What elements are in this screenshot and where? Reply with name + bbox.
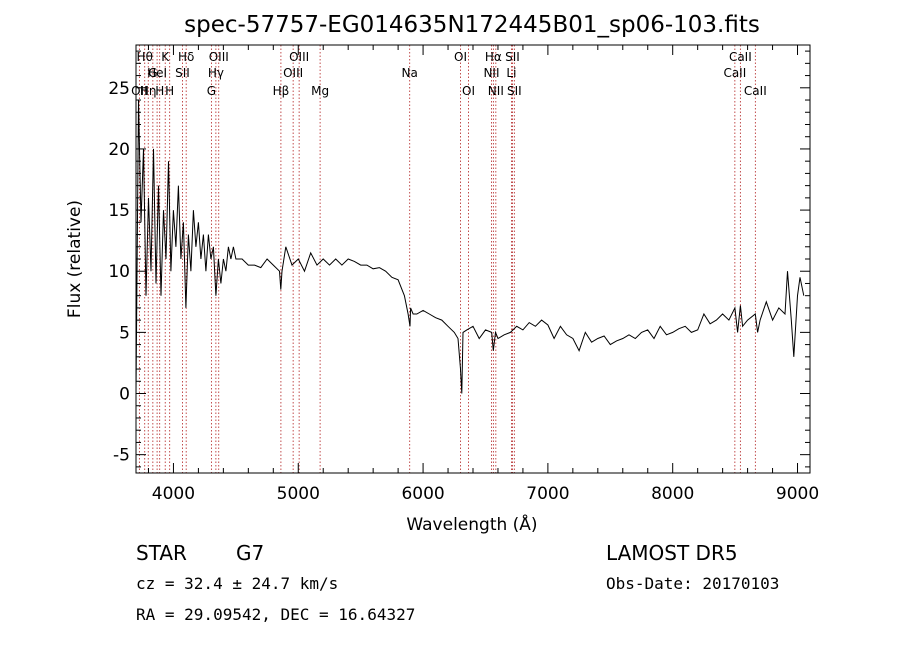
line-marker-label: G (148, 66, 157, 80)
line-marker-label: SII (507, 84, 522, 98)
y-tick-label: 0 (119, 385, 130, 405)
x-tick-label: 6000 (401, 484, 444, 504)
line-marker-label: SII (505, 50, 520, 64)
line-marker-label: H (155, 84, 164, 98)
chart-title: spec-57757-EG014635N172445B01_sp06-103.f… (184, 12, 760, 38)
y-axis-ticks: -5 0 5 10 15 20 25 (108, 50, 810, 468)
line-marker-label: Na (402, 66, 418, 80)
line-marker-label: CaII (744, 84, 767, 98)
line-marker-label: NII (488, 84, 504, 98)
line-marker-label: CaII (723, 66, 746, 80)
line-marker-label: H (165, 84, 174, 98)
line-marker-label: G (207, 84, 216, 98)
y-tick-label: 5 (119, 323, 130, 343)
obs-date-label: Obs-Date: 20170103 (606, 574, 779, 593)
coords-label: RA = 29.09542, DEC = 16.64327 (136, 605, 415, 624)
line-marker-label: OIII (289, 50, 309, 64)
line-marker-label: OI (462, 84, 475, 98)
spectral-line-labels: OIIHθHηGHeIHKHSIIHδGHγOIIIHβOIIIOIIIMgNa… (131, 50, 767, 98)
line-marker-label: SII (175, 66, 190, 80)
object-class-label: STAR (136, 541, 187, 565)
line-marker-label: Li (506, 66, 516, 80)
y-tick-label: 25 (108, 79, 130, 99)
x-tick-label: 9000 (776, 484, 819, 504)
spectral-line-markers (138, 45, 756, 473)
line-marker-label: Hη (140, 84, 157, 98)
line-marker-label: CaII (729, 50, 752, 64)
line-marker-label: Hα (485, 50, 502, 64)
x-axis-ticks: 4000 5000 6000 7000 8000 9000 (147, 45, 819, 504)
y-tick-label: 20 (108, 140, 130, 160)
y-tick-label: 10 (108, 262, 130, 282)
line-marker-label: HeI (147, 66, 167, 80)
line-marker-label: NII (483, 66, 499, 80)
x-tick-label: 5000 (277, 484, 320, 504)
x-tick-label: 7000 (526, 484, 569, 504)
subclass-label: G7 (236, 541, 264, 565)
line-marker-label: K (161, 50, 170, 64)
y-tick-label: 15 (108, 201, 130, 221)
line-marker-label: OI (454, 50, 467, 64)
x-tick-label: 4000 (152, 484, 195, 504)
y-tick-label: -5 (113, 446, 130, 466)
x-tick-label: 8000 (651, 484, 694, 504)
line-marker-label: Hβ (273, 84, 290, 98)
redshift-label: cz = 32.4 ± 24.7 km/s (136, 574, 338, 593)
spectrum-series-line (135, 99, 805, 394)
line-marker-label: OIII (209, 50, 229, 64)
survey-label: LAMOST DR5 (606, 541, 738, 565)
line-marker-label: OIII (283, 66, 303, 80)
line-marker-label: Hδ (178, 50, 194, 64)
y-axis-label: Flux (relative) (65, 200, 85, 318)
line-marker-label: Hγ (208, 66, 224, 80)
line-marker-label: Hθ (137, 50, 153, 64)
x-axis-label: Wavelength (Å) (406, 513, 537, 535)
line-marker-label: Mg (311, 84, 329, 98)
